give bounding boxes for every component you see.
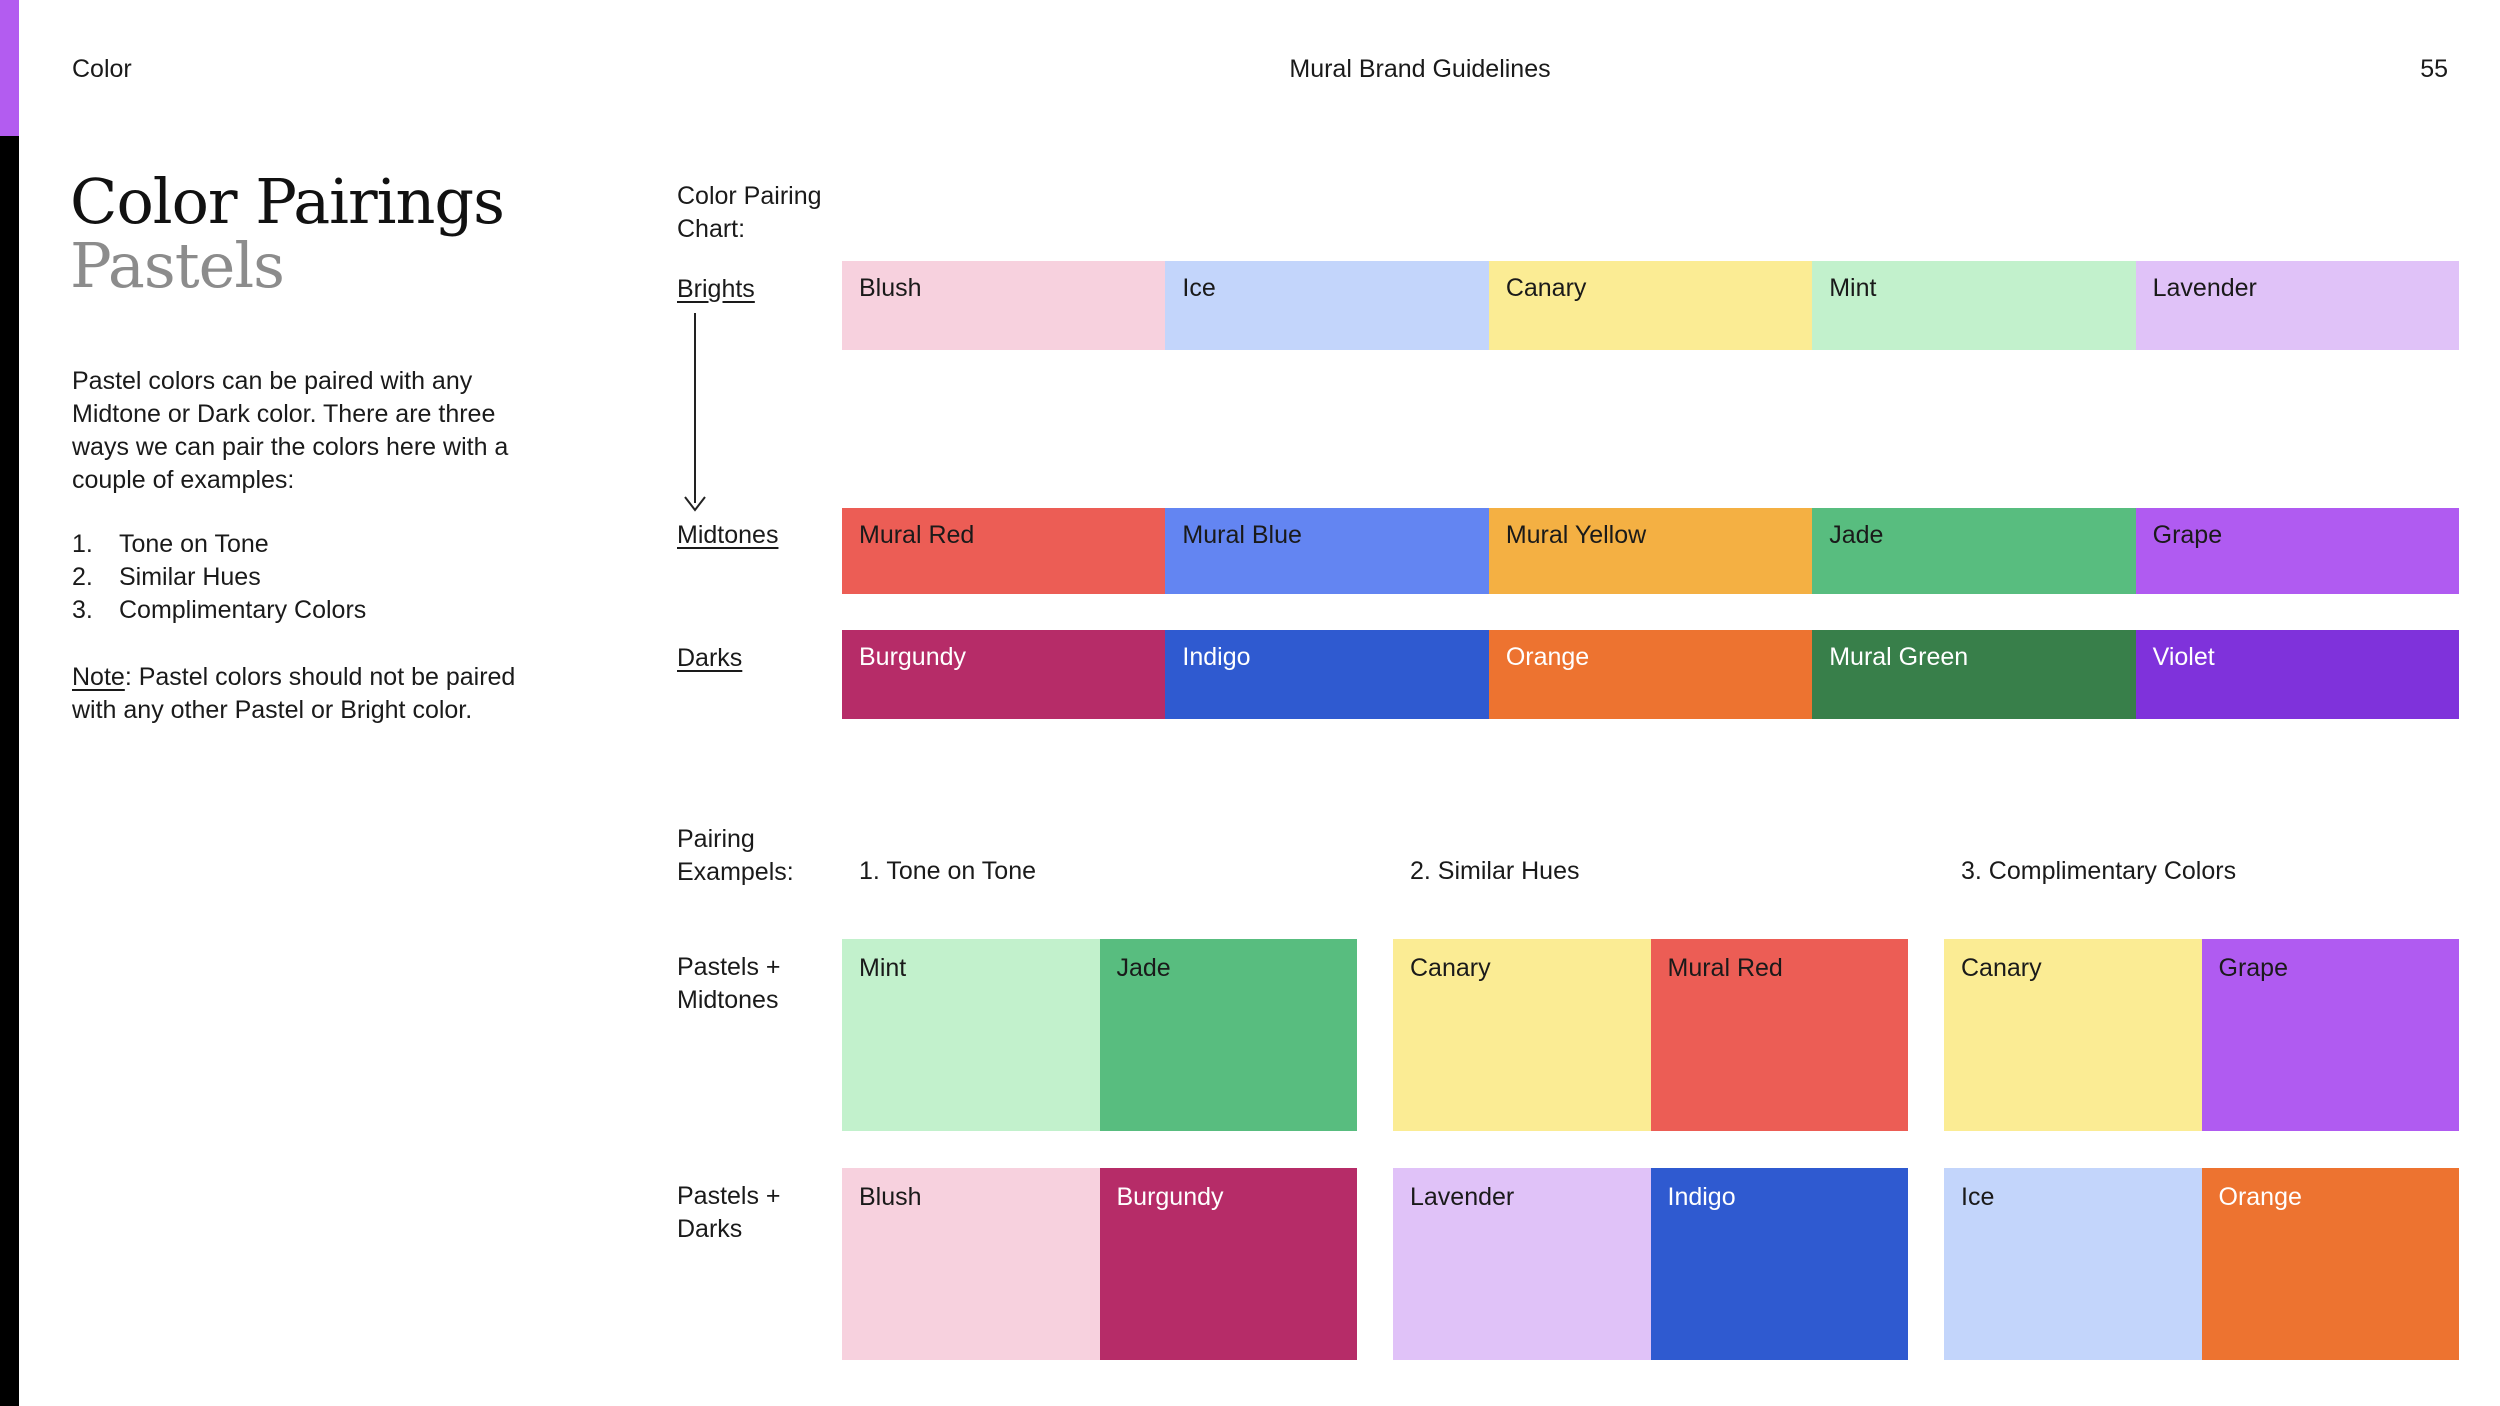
color-swatch-jade: Jade	[1812, 508, 2136, 594]
swatch-row-brights: Blush Ice Canary Mint Lavender	[842, 261, 2460, 350]
arrow-line	[694, 313, 696, 503]
color-swatch-lavender: Lavender	[2135, 261, 2460, 350]
color-swatch-grape: Grape	[2135, 508, 2460, 594]
pair-swatch-burgundy: Burgundy	[1099, 1168, 1357, 1360]
swatch-row-midtones: Mural Red Mural Blue Mural Yellow Jade G…	[842, 508, 2460, 594]
swatch-row-darks: Burgundy Indigo Orange Mural Green Viole…	[842, 630, 2460, 719]
pair-swatch-jade: Jade	[1099, 939, 1357, 1131]
pair-swatch-mint: Mint	[842, 939, 1100, 1131]
color-swatch-mural-red: Mural Red	[842, 508, 1166, 594]
pair-mint-jade: Mint Jade	[842, 939, 1357, 1131]
pair-canary-mural-red: Canary Mural Red	[1393, 939, 1908, 1131]
note-paragraph: Note: Pastel colors should not be paired…	[72, 661, 542, 727]
row-label-pastels-midtones: Pastels + Midtones	[677, 953, 781, 1014]
pair-ice-orange: Ice Orange	[1944, 1168, 2459, 1360]
list-number: 1.	[72, 530, 93, 558]
color-swatch-mint: Mint	[1812, 261, 2136, 350]
pair-swatch-canary: Canary	[1393, 939, 1651, 1131]
color-swatch-mural-yellow: Mural Yellow	[1488, 508, 1813, 594]
row-label-midtones: Midtones	[677, 521, 779, 549]
page-title: Color Pairings	[70, 165, 505, 238]
color-swatch-ice: Ice	[1165, 261, 1489, 350]
list-label: Complimentary Colors	[119, 596, 367, 624]
examples-title: Pairing Exampels:	[677, 825, 794, 886]
list-number: 3.	[72, 596, 93, 624]
pair-swatch-blush: Blush	[842, 1168, 1100, 1360]
intro-paragraph: Pastel colors can be paired with any Mid…	[72, 367, 509, 494]
color-swatch-mural-blue: Mural Blue	[1165, 508, 1489, 594]
list-number: 2.	[72, 563, 93, 591]
color-swatch-indigo: Indigo	[1165, 630, 1489, 719]
page-number: 55	[2420, 55, 2448, 83]
document-title: Mural Brand Guidelines	[1289, 55, 1551, 83]
list-label: Tone on Tone	[119, 530, 269, 558]
pair-swatch-mural-red: Mural Red	[1650, 939, 1908, 1131]
pair-blush-burgundy: Blush Burgundy	[842, 1168, 1357, 1360]
list-item: 2. Similar Hues	[72, 561, 366, 594]
note-text: : Pastel colors should not be paired wit…	[72, 663, 516, 724]
row-label-darks: Darks	[677, 644, 743, 672]
pair-lavender-indigo: Lavender Indigo	[1393, 1168, 1908, 1360]
pair-swatch-lavender: Lavender	[1393, 1168, 1651, 1360]
chart-title: Color Pairing Chart:	[677, 182, 822, 243]
page-edge-accent	[0, 0, 19, 136]
note-label: Note	[72, 663, 125, 691]
pair-swatch-ice: Ice	[1944, 1168, 2202, 1360]
row-label-pastels-darks: Pastels + Darks	[677, 1182, 781, 1243]
pair-swatch-grape: Grape	[2201, 939, 2459, 1131]
pair-swatch-orange: Orange	[2201, 1168, 2459, 1360]
color-swatch-canary: Canary	[1488, 261, 1813, 350]
list-item: 3. Complimentary Colors	[72, 594, 366, 627]
list-item: 1. Tone on Tone	[72, 528, 366, 561]
pair-swatch-indigo: Indigo	[1650, 1168, 1908, 1360]
color-swatch-burgundy: Burgundy	[842, 630, 1166, 719]
column-heading-complimentary: 3. Complimentary Colors	[1961, 857, 2237, 885]
color-swatch-violet: Violet	[2135, 630, 2460, 719]
pair-canary-grape: Canary Grape	[1944, 939, 2459, 1131]
column-heading-similar-hues: 2. Similar Hues	[1410, 857, 1580, 885]
page-subtitle: Pastels	[70, 229, 285, 302]
pair-swatch-canary: Canary	[1944, 939, 2202, 1131]
list-label: Similar Hues	[119, 563, 261, 591]
color-swatch-mural-green: Mural Green	[1812, 630, 2136, 719]
section-label: Color	[72, 55, 132, 83]
row-label-brights: Brights	[677, 275, 755, 303]
page-edge-bar	[0, 0, 19, 1406]
pairing-methods-list: 1. Tone on Tone 2. Similar Hues 3. Complime…	[72, 528, 366, 627]
color-swatch-orange: Orange	[1488, 630, 1813, 719]
color-swatch-blush: Blush	[842, 261, 1166, 350]
column-heading-tone-on-tone: 1. Tone on Tone	[859, 857, 1037, 885]
